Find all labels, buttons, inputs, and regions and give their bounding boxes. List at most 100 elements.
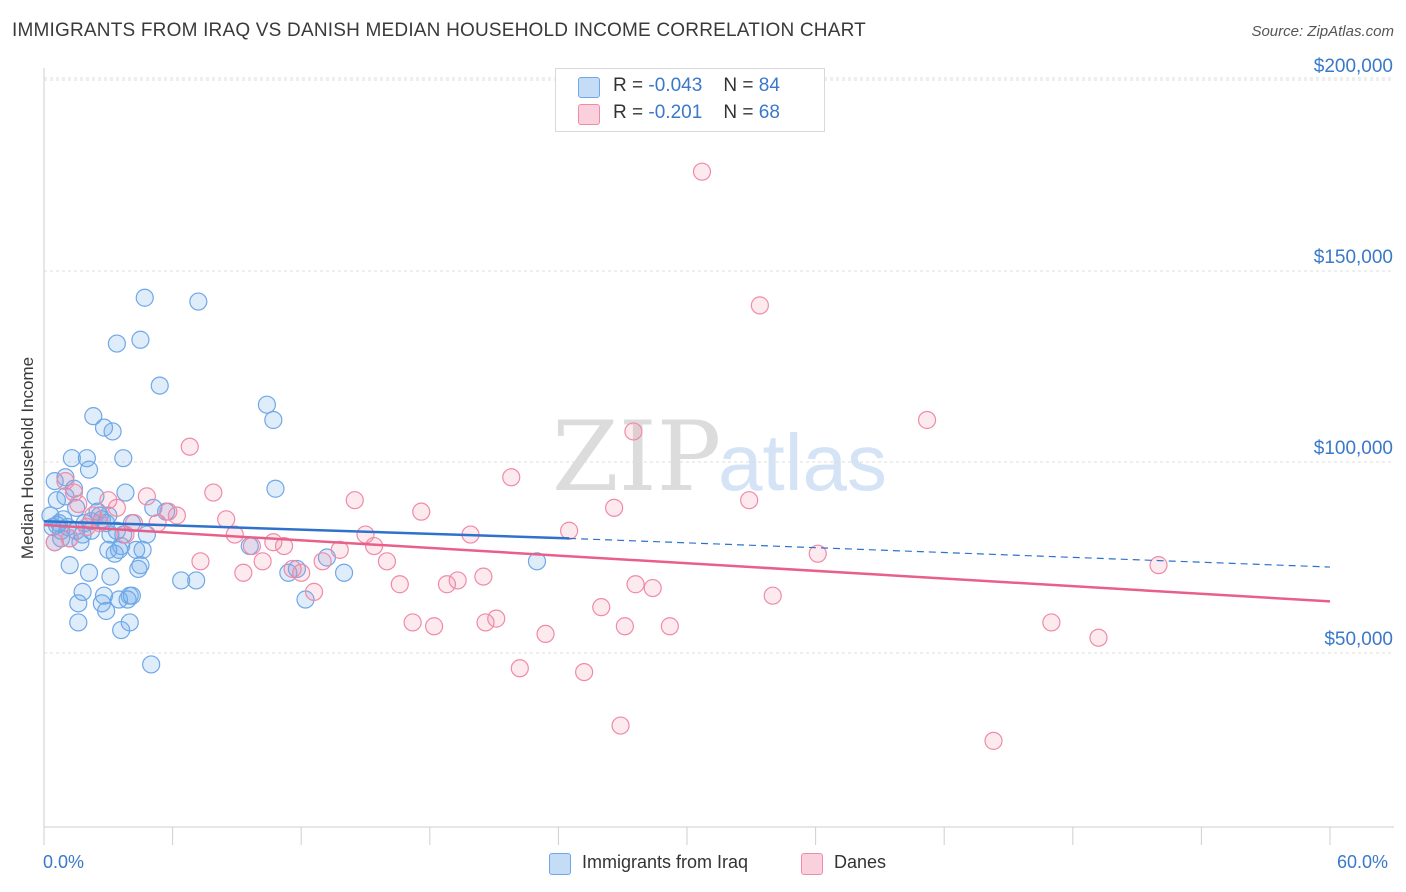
danes-n-label: N = (723, 102, 754, 123)
point-iraq-39 (107, 334, 126, 353)
point-danes-55 (643, 578, 662, 598)
point-danes-66 (1149, 556, 1168, 575)
y-tick-label-1: $100,000 (1314, 438, 1393, 459)
iraq-r-label: R = (613, 75, 644, 96)
point-danes-23 (253, 552, 272, 571)
point-danes-39 (437, 575, 457, 594)
point-danes-67 (611, 716, 630, 735)
point-danes-0 (45, 533, 64, 552)
point-danes-9 (107, 498, 126, 517)
point-danes-20 (225, 525, 244, 544)
point-iraq-4 (47, 491, 66, 510)
point-iraq-32 (97, 601, 116, 621)
point-danes-40 (448, 571, 467, 590)
point-iraq-66 (264, 410, 283, 430)
point-danes-22 (242, 536, 262, 556)
y-axis-label: Median Household Income (18, 356, 37, 560)
trendline-iraq (43, 519, 570, 540)
point-danes-31 (345, 491, 364, 510)
point-danes-54 (626, 575, 645, 594)
point-iraq-20 (77, 449, 96, 468)
point-danes-57 (692, 162, 712, 181)
point-danes-3 (64, 483, 84, 502)
point-danes-50 (592, 598, 611, 617)
point-danes-60 (763, 586, 782, 605)
point-danes-38 (424, 617, 444, 636)
correlation-legend: R = -0.043 N = 84 R = -0.201 N = 68 (555, 68, 825, 132)
danes-n-value: 68 (758, 102, 780, 123)
point-iraq-63 (189, 292, 208, 311)
point-danes-51 (605, 498, 624, 517)
point-danes-58 (740, 491, 759, 510)
point-danes-52 (615, 617, 634, 636)
point-danes-56 (660, 617, 679, 636)
point-danes-61 (808, 544, 827, 563)
point-danes-53 (624, 422, 643, 441)
point-iraq-75 (56, 468, 75, 487)
point-iraq-54 (133, 540, 152, 559)
trendline-danes (43, 523, 1331, 603)
point-iraq-62 (187, 571, 206, 590)
point-danes-64 (1042, 613, 1061, 632)
point-iraq-3 (45, 472, 64, 491)
point-danes-16 (180, 437, 199, 456)
point-danes-45 (502, 468, 521, 487)
point-danes-25 (274, 536, 294, 556)
point-danes-43 (476, 613, 495, 632)
point-iraq-15 (69, 594, 88, 613)
point-danes-27 (292, 563, 311, 582)
legend-danes-label: Danes (834, 852, 887, 872)
point-danes-36 (403, 613, 422, 632)
source-label: Source: ZipAtlas.com (1251, 23, 1394, 40)
point-iraq-35 (101, 567, 120, 586)
point-iraq-67 (266, 479, 285, 498)
point-danes-44 (487, 609, 506, 628)
danes-swatch (578, 104, 600, 125)
point-iraq-45 (116, 483, 135, 502)
point-iraq-11 (60, 556, 79, 575)
point-danes-29 (313, 552, 332, 571)
y-tick-label-0: $50,000 (1324, 629, 1393, 650)
iraq-swatch (578, 77, 600, 98)
point-iraq-49 (122, 586, 141, 605)
point-iraq-30 (94, 418, 114, 437)
point-danes-63 (984, 731, 1003, 750)
legend-iraq-swatch (549, 853, 571, 875)
x-tick-label-min: 0.0% (43, 852, 85, 872)
point-iraq-55 (135, 288, 154, 307)
point-danes-14 (159, 502, 178, 521)
legend-danes-swatch (801, 853, 823, 875)
point-danes-18 (204, 483, 223, 502)
point-danes-34 (377, 552, 397, 571)
point-danes-46 (510, 659, 529, 678)
point-iraq-61 (172, 571, 191, 590)
legend-iraq-label: Immigrants from Iraq (582, 852, 749, 872)
point-danes-19 (217, 510, 236, 529)
x-tick-label-max: 60.0% (1337, 852, 1389, 872)
point-iraq-36 (103, 422, 122, 441)
point-danes-12 (137, 487, 156, 506)
iraq-n-value: 84 (758, 75, 780, 96)
point-danes-26 (283, 559, 302, 579)
point-iraq-44 (114, 449, 133, 468)
point-danes-4 (69, 494, 88, 514)
point-iraq-72 (334, 563, 354, 582)
trendline-iraq-extension (569, 537, 1331, 568)
point-danes-15 (167, 506, 186, 525)
point-iraq-65 (257, 395, 277, 414)
point-danes-17 (191, 552, 210, 571)
chart-title: IMMIGRANTS FROM IRAQ VS DANISH MEDIAN HO… (12, 20, 866, 41)
point-iraq-18 (73, 582, 92, 601)
danes-r-label: R = (613, 102, 644, 123)
point-danes-37 (412, 502, 431, 521)
point-danes-42 (474, 567, 493, 586)
point-iraq-12 (62, 449, 81, 468)
y-tick-label-3: $200,000 (1314, 56, 1393, 77)
point-iraq-53 (131, 556, 150, 575)
point-iraq-83 (112, 536, 131, 556)
point-iraq-52 (131, 330, 150, 349)
point-danes-28 (304, 582, 324, 601)
watermark-zip: ZIP (552, 401, 721, 513)
point-danes-62 (917, 410, 937, 430)
